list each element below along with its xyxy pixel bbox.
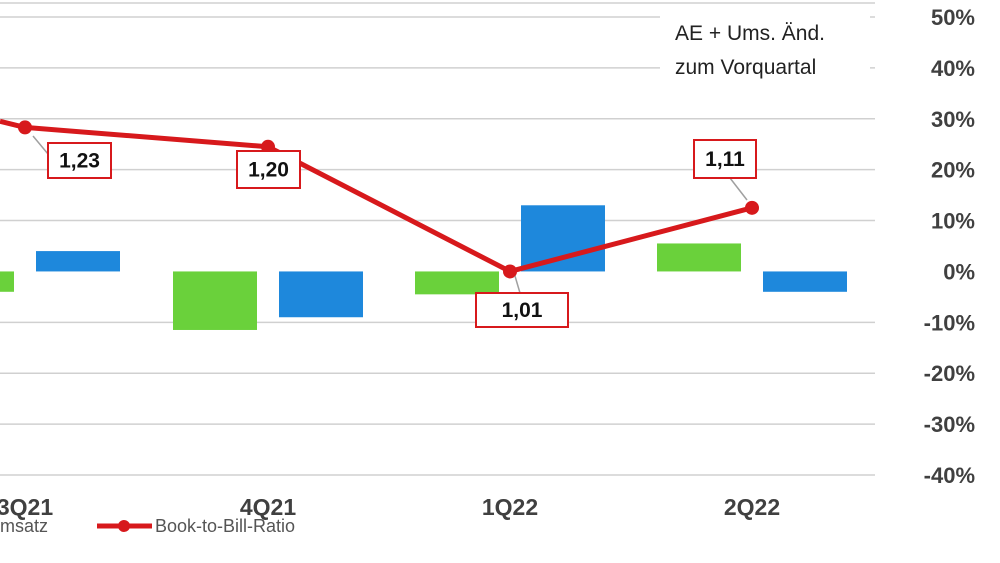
y-tick-label: 10%	[931, 209, 975, 234]
legend-marker-book-to-bill	[118, 520, 130, 532]
x-tick-label: 1Q22	[482, 494, 538, 520]
y-tick-label: 40%	[931, 56, 975, 81]
bar-blue	[763, 271, 847, 292]
label-leader-line	[729, 177, 748, 201]
y-tick-label: -20%	[924, 361, 975, 386]
y-tick-label: -30%	[924, 412, 975, 437]
y-tick-label: 0%	[943, 259, 975, 284]
label-leader-line	[32, 135, 49, 155]
annotation-box: AE + Ums. Änd. zum Vorquartal	[660, 10, 870, 85]
bar-green	[0, 271, 14, 292]
bar-blue	[36, 251, 120, 272]
data-label-box	[475, 292, 569, 328]
bars	[0, 205, 847, 330]
x-tick-label: 3Q21	[0, 494, 53, 520]
annotation-line-2: zum Vorquartal	[675, 56, 816, 79]
data-label: 1,20	[248, 159, 289, 182]
data-label: 1,23	[59, 150, 100, 173]
data-label-box	[47, 142, 112, 179]
y-axis: 50% 40% 30% 20% 10% 0% -10% -20% -30% -40%	[924, 5, 975, 488]
label-leader-line	[514, 275, 521, 294]
data-label: 1,11	[705, 148, 745, 171]
bar-blue	[521, 205, 605, 272]
book-to-bill-marker	[745, 200, 759, 215]
y-tick-label: 30%	[931, 107, 975, 132]
data-label: 1,01	[502, 299, 543, 322]
legend-label-book-to-bill: Book-to-Bill-Ratio	[155, 516, 295, 536]
y-tick-label: -10%	[924, 310, 975, 335]
bar-green	[657, 243, 741, 272]
data-labels: 1,23 1,20 1,01 1,11	[32, 135, 757, 328]
y-tick-label: 20%	[931, 158, 975, 183]
x-axis: 3Q21 4Q21 1Q22 2Q22	[0, 494, 780, 520]
book-to-bill-path	[0, 118, 753, 274]
y-tick-label: 50%	[931, 5, 975, 30]
book-to-bill-marker	[18, 120, 32, 135]
y-tick-label: -40%	[924, 463, 975, 488]
x-tick-label: 4Q21	[240, 494, 296, 520]
annotation-line-1: AE + Ums. Änd.	[675, 22, 825, 45]
data-label-box	[693, 139, 757, 179]
legend-label-umsatz: msatz	[0, 516, 48, 536]
data-label-box	[236, 150, 301, 189]
bar-green	[173, 271, 257, 330]
book-to-bill-marker	[503, 264, 517, 279]
bar-green	[415, 271, 499, 295]
bar-blue	[279, 271, 363, 318]
gridlines	[0, 2, 875, 476]
x-tick-label: 2Q22	[724, 494, 780, 520]
annotation-background	[660, 10, 870, 85]
legend: msatz Book-to-Bill-Ratio	[0, 516, 295, 536]
